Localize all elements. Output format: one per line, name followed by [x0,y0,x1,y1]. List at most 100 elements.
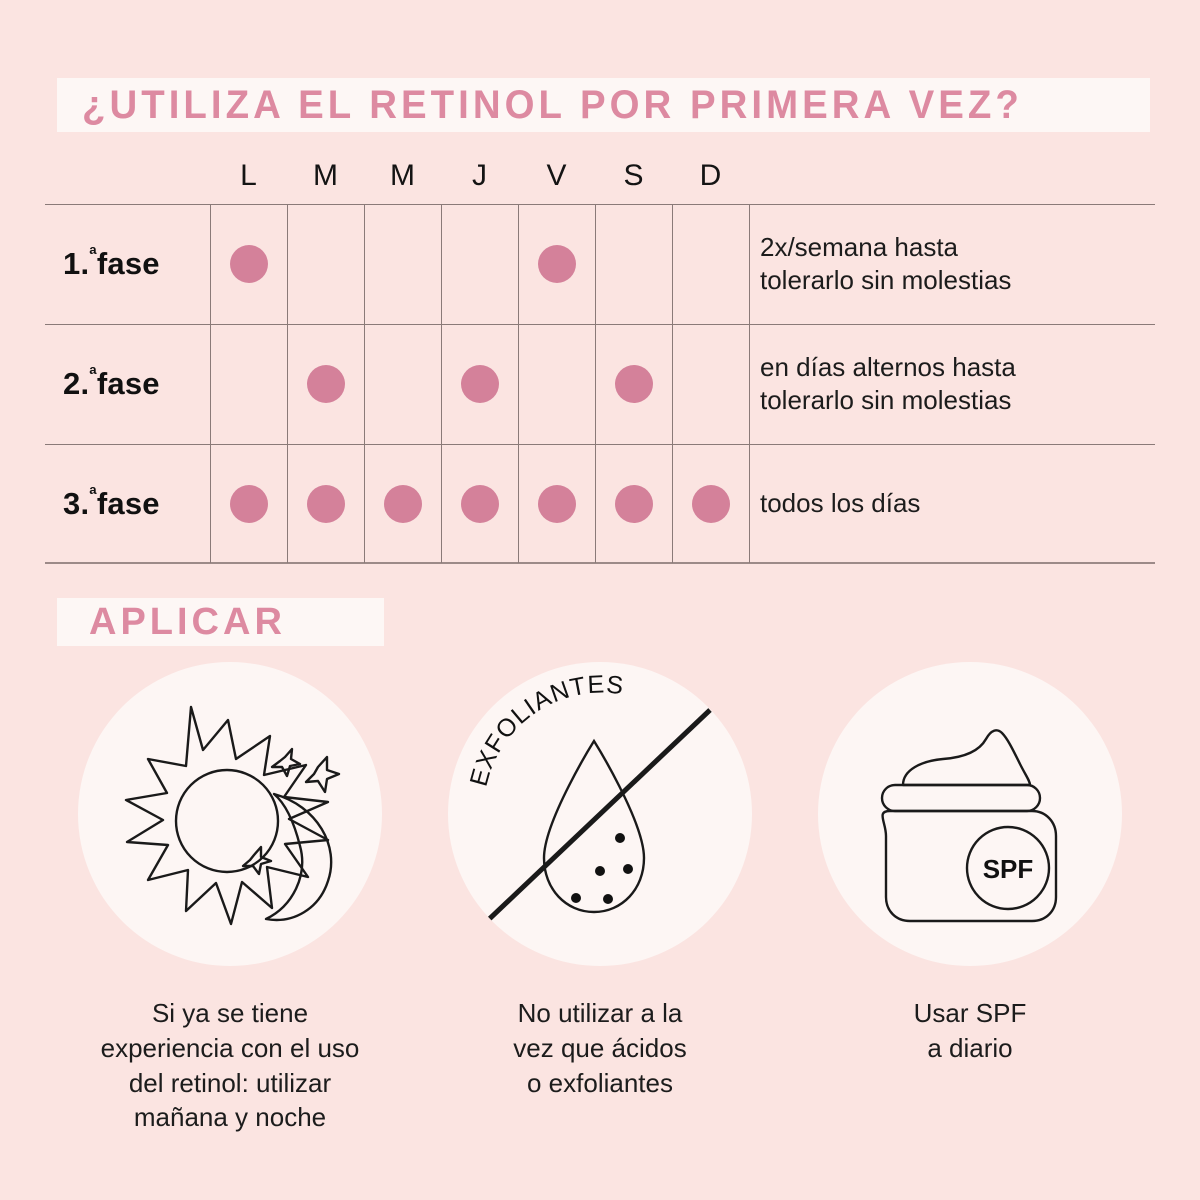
aplicar-banner: APLICAR [57,598,384,646]
dot-marker [537,245,576,283]
dot-marker [306,485,345,523]
dot-empty [384,245,422,283]
table-row: 3. ª fase todos los días [45,444,1155,564]
row-note-1: 2x/semana hasta tolerarlo sin molestias [760,204,1150,324]
dot-cell-3-m2 [364,444,441,564]
card-1-line-1: Si ya se tiene [151,998,309,1028]
icon-circle-2: EXFOLIANTES [448,662,752,966]
row-note-2: en días alternos hasta tolerarlo sin mol… [760,324,1150,444]
day-header-s: S [623,159,644,192]
dot-cell-1-m1 [287,204,364,324]
column-divider-3 [441,204,442,563]
card-3-line-1: Usar SPF [913,998,1027,1028]
day-header-d: D [699,159,722,192]
dot-cell-2-l [210,324,287,444]
icon-circle-1 [78,662,382,966]
row-note-1-line-2: tolerarlo sin molestias [760,265,1012,295]
sun-moon-stars-icon [124,705,341,926]
column-divider-2 [364,204,365,563]
dot-empty [538,365,576,403]
dot-cell-3-v [518,444,595,564]
card-caption-3: Usar SPF a diario [914,996,1027,1066]
dot-cell-1-v [518,204,595,324]
day-header-m1: M [313,159,338,192]
spf-cream-jar-icon: SPF [880,729,1058,923]
column-divider-7 [749,204,750,563]
card-1-line-2: experiencia con el uso [100,1032,360,1063]
card-2-line-3: o exfoliantes [527,1067,673,1098]
column-divider-4 [518,204,519,563]
dot-marker [614,485,653,523]
column-divider-0 [210,204,211,563]
dots-area-row-2 [210,324,749,444]
phase-label-1: 1. ª fase [63,244,160,281]
dot-cell-1-l [210,204,287,324]
column-divider-5 [595,204,596,563]
dot-cell-1-j [441,204,518,324]
dot-marker [306,365,345,403]
table-rule-top [45,204,1155,205]
dot-marker [537,485,576,523]
dot-marker [460,365,499,403]
dot-empty [461,245,499,283]
apply-cards: Si ya se tiene experiencia con el uso de… [45,662,1155,1162]
exfoliantes-arc-label: EXFOLIANTES [465,670,626,789]
table-rule-2 [45,444,1155,445]
no-exfoliants-droplet-icon: EXFOLIANTES [465,670,712,926]
schedule-table: 1. ª fase 2x/semana hasta tolerarlo sin m… [45,204,1155,564]
page-title: ¿UTILIZA EL RETINOL POR PRIMERA VEZ? [81,83,1023,127]
dot-empty [615,245,653,283]
dot-cell-3-m1 [287,444,364,564]
phase-label-3: 3. ª fase [63,484,160,521]
row-note-1-line-1: 2x/semana hasta [760,231,959,262]
dot-marker [460,485,499,523]
card-2-line-2: vez que ácidos [513,1032,687,1063]
card-caption-1: Si ya se tiene experiencia con el uso de… [101,996,360,1135]
day-header-j: J [472,159,487,192]
card-no-exfoliants: EXFOLIANTES No utilizar a la vez que áci… [415,662,785,1162]
dots-area-row-1 [210,204,749,324]
phase-suffix-2: fase [96,366,160,401]
phase-number-2: 2. [63,366,90,401]
phase-number-1: 1. [63,246,90,281]
row-note-2-line-1: en días alternos hasta [760,351,1016,382]
card-caption-2: No utilizar a la vez que ácidos o exfoli… [513,996,686,1100]
dot-marker [691,485,730,523]
card-3-line-2: a diario [927,1032,1013,1063]
dot-marker [614,365,653,403]
phase-suffix-1: fase [96,246,160,281]
dots-area-row-3 [210,444,749,564]
dot-empty [307,245,345,283]
table-rule-1 [45,324,1155,325]
table-rule-bottom [45,562,1155,564]
row-note-2-line-2: tolerarlo sin molestias [760,385,1012,415]
dot-cell-2-m2 [364,324,441,444]
dot-cell-2-v [518,324,595,444]
card-2-line-1: No utilizar a la [517,998,683,1028]
dot-cell-3-l [210,444,287,564]
icon-circle-3: SPF [818,662,1122,966]
phase-label-2: 2. ª fase [63,364,160,401]
dot-cell-3-d [672,444,749,564]
day-header-row: L M M J V S D [210,155,749,197]
aplicar-title: APLICAR [89,601,286,643]
dot-empty [230,365,268,403]
day-header-v: V [546,159,567,192]
dot-cell-2-m1 [287,324,364,444]
card-sun-moon: Si ya se tiene experiencia con el uso de… [45,662,415,1162]
dot-marker [383,485,422,523]
table-row: 1. ª fase 2x/semana hasta tolerarlo sin m… [45,204,1155,324]
title-banner: ¿UTILIZA EL RETINOL POR PRIMERA VEZ? [57,78,1150,132]
card-1-line-4: mañana y noche [133,1102,327,1133]
dot-cell-3-s [595,444,672,564]
dot-empty [692,365,730,403]
dot-cell-1-d [672,204,749,324]
dot-empty [692,245,730,283]
column-divider-1 [287,204,288,563]
dot-empty [384,365,422,403]
phase-number-3: 3. [63,486,90,521]
phase-suffix-3: fase [96,486,160,521]
card-spf: SPF Usar SPF a diario [785,662,1155,1162]
dot-cell-1-s [595,204,672,324]
dot-cell-2-s [595,324,672,444]
